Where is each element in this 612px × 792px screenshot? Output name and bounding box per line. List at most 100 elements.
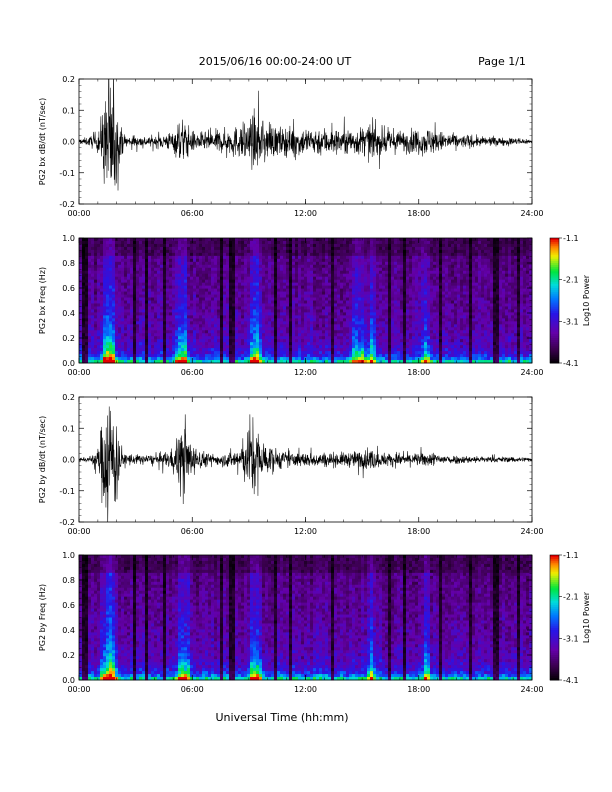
bx_spectrogram-cell: [169, 264, 173, 269]
bx_spectrogram-cell: [145, 360, 149, 364]
bx_spectrogram-cell: [220, 273, 224, 278]
bx_spectrogram-cell: [187, 249, 191, 254]
bx_spectrogram-cell: [175, 321, 179, 325]
bx_spectrogram-cell: [262, 270, 266, 275]
bx_spectrogram-cell: [130, 312, 134, 316]
bx_spectrogram-cell: [280, 309, 284, 313]
bx_spectrogram-cell: [220, 330, 224, 334]
bx_spectrogram-cell: [409, 255, 413, 260]
bx_spectrogram-cell: [187, 282, 191, 287]
bx_spectrogram-cell: [157, 303, 161, 307]
bx_spectrogram-cell: [142, 273, 146, 278]
bx_spectrogram-cell: [277, 333, 281, 337]
bx_spectrogram-cell: [307, 327, 311, 331]
bx_spectrogram-cell: [331, 255, 335, 260]
bx_spectrogram-cell: [295, 327, 299, 331]
bx_spectrogram-cell: [109, 294, 113, 298]
bx_spectrogram-cell: [142, 288, 146, 292]
bx_spectrogram-cell: [406, 339, 410, 343]
bx_spectrogram-cell: [208, 324, 212, 328]
bx_spectrogram-cell: [229, 348, 233, 352]
bx_spectrogram-cell: [133, 291, 137, 295]
bx_spectrogram-cell: [268, 294, 272, 298]
bx_spectrogram-cell: [400, 258, 404, 263]
bx_spectrogram-cell: [412, 285, 416, 289]
bx_spectrogram-cell: [187, 318, 191, 322]
bx_spectrogram-cell: [424, 318, 428, 322]
bx_spectrogram-cell: [358, 243, 362, 248]
bx_spectrogram-cell: [259, 345, 263, 349]
bx_spectrogram-cell: [187, 261, 191, 266]
bx_spectrogram-cell: [244, 261, 248, 266]
bx_spectrogram-cell: [169, 348, 173, 352]
bx_spectrogram-cell: [238, 339, 242, 343]
bx_spectrogram-cell: [187, 333, 191, 337]
bx_spectrogram-cell: [97, 273, 101, 278]
bx_spectrogram-cell: [301, 267, 305, 272]
bx_spectrogram-cell: [424, 282, 428, 287]
bx_spectrogram-cell: [331, 297, 335, 301]
bx_spectrogram-cell: [307, 318, 311, 322]
bx_spectrogram-cell: [115, 270, 119, 275]
bx_spectrogram-cell: [196, 333, 200, 337]
bx_spectrogram-cell: [307, 279, 311, 284]
bx_spectrogram-cell: [334, 303, 338, 307]
bx_spectrogram-cell: [226, 291, 230, 295]
bx_spectrogram-cell: [241, 288, 245, 292]
bx_spectrogram-cell: [289, 315, 293, 319]
bx_spectrogram-cell: [295, 351, 299, 355]
bx_spectrogram-cell: [268, 351, 272, 355]
bx_spectrogram-cell: [178, 336, 182, 340]
bx_spectrogram-cell: [391, 327, 395, 331]
bx_spectrogram-cell: [418, 258, 422, 263]
bx_spectrogram-cell: [415, 312, 419, 316]
bx_spectrogram-cell: [253, 246, 257, 251]
bx_spectrogram-cell: [118, 360, 122, 364]
bx_spectrogram-cell: [334, 327, 338, 331]
bx_spectrogram-cell: [400, 270, 404, 275]
bx_spectrogram-cell: [91, 318, 95, 322]
bx_spectrogram-cell: [304, 291, 308, 295]
bx_spectrogram-cell: [346, 238, 350, 242]
bx_spectrogram-cell: [154, 357, 158, 361]
bx_spectrogram-cell: [376, 243, 380, 248]
bx_spectrogram-cell: [178, 330, 182, 334]
bx_spectrogram-cell: [283, 357, 287, 361]
bx_spectrogram-cell: [289, 300, 293, 304]
bx_spectrogram-cell: [106, 297, 110, 301]
bx_spectrogram-cell: [124, 288, 128, 292]
bx_spectrogram-cell: [274, 270, 278, 275]
bx_spectrogram-cell: [322, 273, 326, 278]
bx_spectrogram-cell: [184, 306, 188, 310]
bx_spectrogram-cell: [217, 288, 221, 292]
bx_spectrogram-cell: [343, 333, 347, 337]
bx_spectrogram-cell: [145, 312, 149, 316]
bx_spectrogram-cell: [91, 243, 95, 248]
bx_spectrogram-cell: [370, 300, 374, 304]
bx_spectrogram-cell: [187, 351, 191, 355]
bx_spectrogram-cell: [313, 354, 317, 358]
bx_spectrogram-cell: [127, 339, 131, 343]
bx_spectrogram-cell: [97, 357, 101, 361]
bx_spectrogram-cell: [175, 279, 179, 284]
bx_spectrogram-cell: [412, 252, 416, 257]
bx_spectrogram-cell: [418, 246, 422, 251]
bx_spectrogram-cell: [115, 336, 119, 340]
bx_spectrogram-cell: [268, 267, 272, 272]
bx_spectrogram-cell: [391, 252, 395, 257]
bx_spectrogram-cell: [385, 351, 389, 355]
bx_spectrogram-cell: [385, 258, 389, 263]
bx_spectrogram-cell: [172, 339, 176, 343]
bx_spectrogram-cell: [346, 303, 350, 307]
bx_spectrogram-cell: [238, 249, 242, 254]
bx_spectrogram-cell: [196, 330, 200, 334]
bx_spectrogram-cell: [220, 312, 224, 316]
bx_spectrogram-cell: [262, 267, 266, 272]
bx_spectrogram-cell: [268, 333, 272, 337]
bx_spectrogram-cell: [256, 354, 260, 358]
bx_spectrogram-cell: [199, 291, 203, 295]
figure-title: 2015/06/16 00:00-24:00 UT: [199, 55, 352, 68]
bx_spectrogram-cell: [304, 327, 308, 331]
bx_spectrogram-cell: [109, 327, 113, 331]
bx_spectrogram-cell: [79, 342, 83, 346]
